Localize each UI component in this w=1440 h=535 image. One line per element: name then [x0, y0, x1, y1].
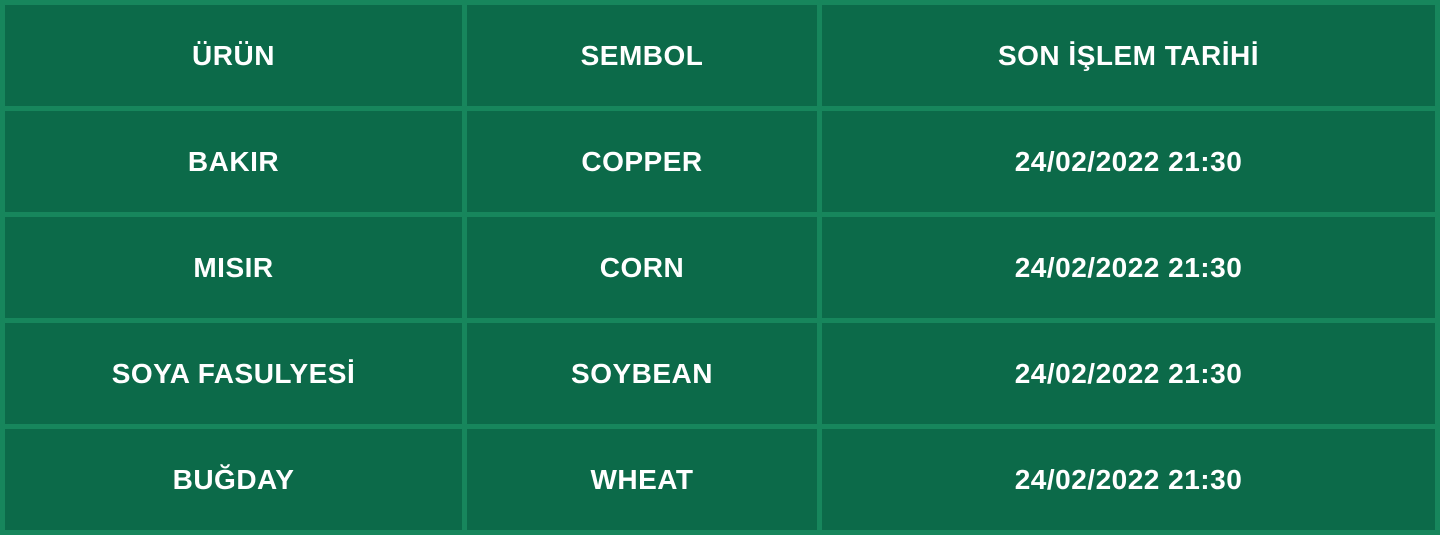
cell-son-islem-tarihi: 24/02/2022 21:30 [822, 217, 1435, 318]
header-cell-son-islem-tarihi: SON İŞLEM TARİHİ [822, 5, 1435, 106]
cell-sembol: SOYBEAN [467, 323, 817, 424]
cell-sembol: COPPER [467, 111, 817, 212]
cell-urun: MISIR [5, 217, 462, 318]
cell-sembol: CORN [467, 217, 817, 318]
header-cell-sembol: SEMBOL [467, 5, 817, 106]
header-cell-urun: ÜRÜN [5, 5, 462, 106]
cell-son-islem-tarihi: 24/02/2022 21:30 [822, 323, 1435, 424]
cell-urun: BUĞDAY [5, 429, 462, 530]
cell-son-islem-tarihi: 24/02/2022 21:30 [822, 429, 1435, 530]
cell-urun: SOYA FASULYESİ [5, 323, 462, 424]
cell-urun: BAKIR [5, 111, 462, 212]
cell-son-islem-tarihi: 24/02/2022 21:30 [822, 111, 1435, 212]
cell-sembol: WHEAT [467, 429, 817, 530]
